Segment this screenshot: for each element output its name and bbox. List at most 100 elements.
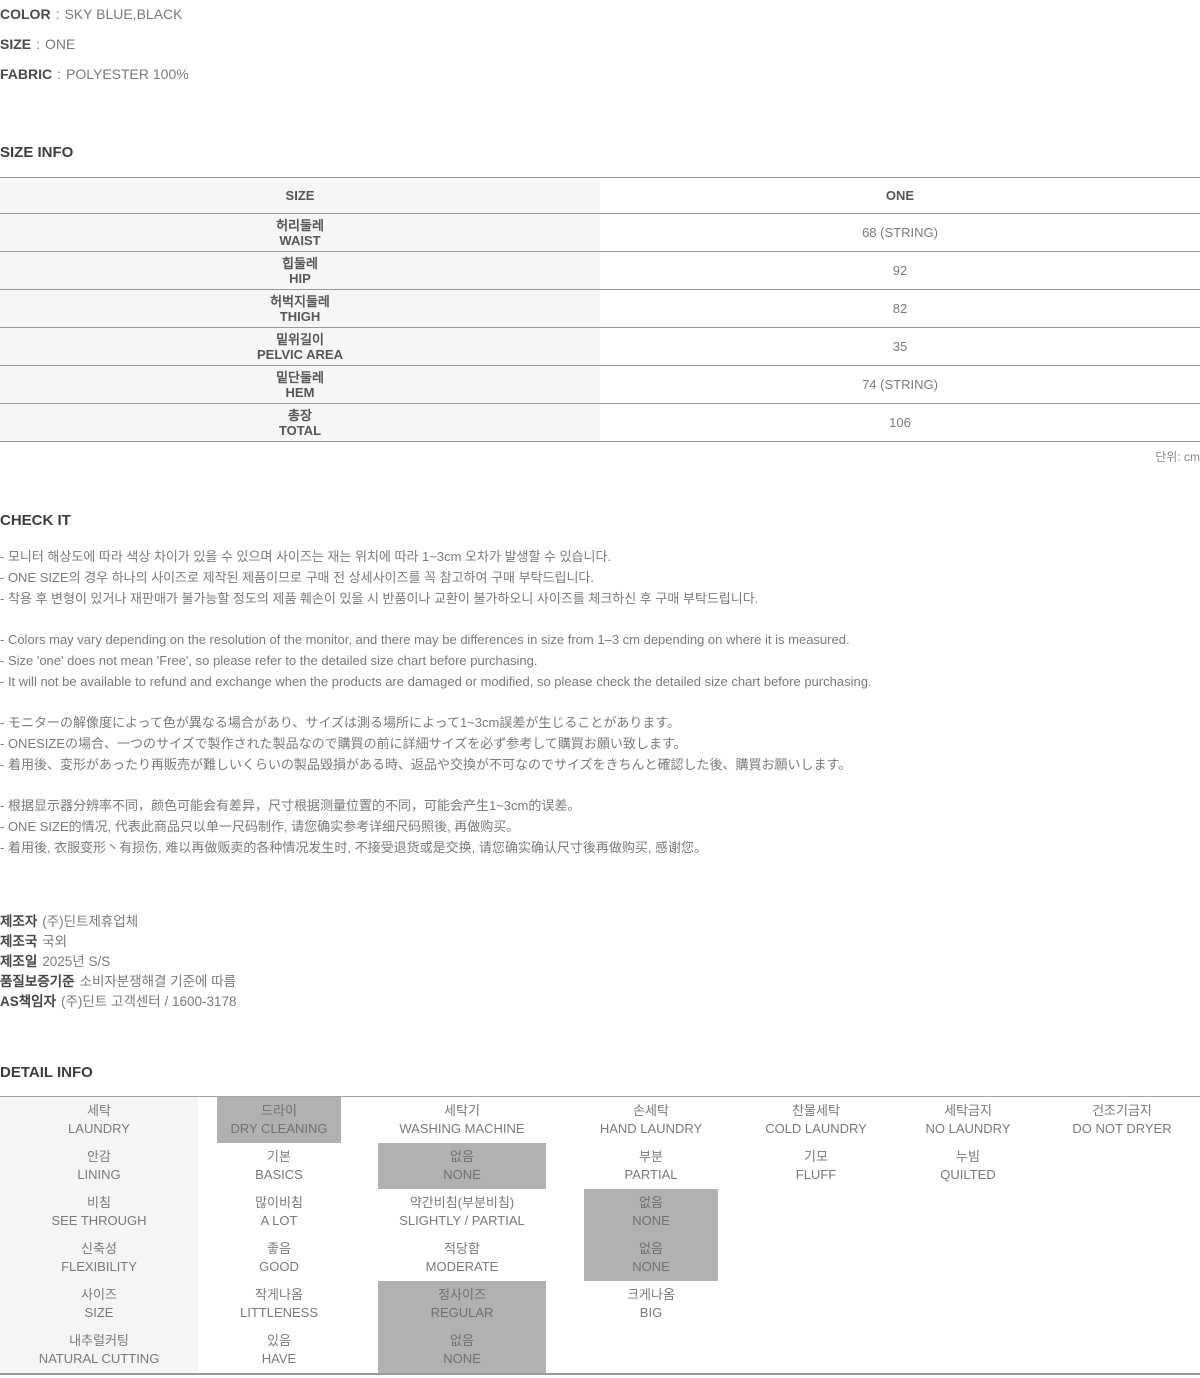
detail-option-korean: 찬물세탁 xyxy=(792,1103,840,1118)
detail-option-korean: 많이비침 xyxy=(255,1195,303,1210)
detail-option-cell: 크게나옴 BIG xyxy=(584,1281,718,1327)
detail-category-english: SIZE xyxy=(84,1305,114,1320)
detail-option-korean: 정사이즈 xyxy=(438,1287,486,1302)
detail-option-cell-selected: 드라이 DRY CLEANING xyxy=(217,1097,341,1143)
measure-name-english: PELVIC AREA xyxy=(257,346,343,362)
size-table-row: 허벅지둘레 THIGH 82 xyxy=(0,290,1200,328)
measure-name-english: HIP xyxy=(289,270,311,286)
unit-note: 단위: cm xyxy=(1155,450,1200,464)
manufacturer-info: 제조자 (주)딘트제휴업체 제조국 국외 제조일 2025년 S/S 품질보증기준 소비자분쟁… xyxy=(0,912,1200,1012)
size-table-measure-cell: 총장 TOTAL xyxy=(0,404,600,441)
manufacturer-label: 제조일 xyxy=(0,954,38,969)
size-table-row: 총장 TOTAL 106 xyxy=(0,404,1200,442)
manufacturer-value: (주)딘트제휴업체 xyxy=(42,914,139,929)
size-table-body: 허리둘레 WAIST 68 (STRING) 힙둘레 HIP 92 허벅지둘레 THIGH 82… xyxy=(0,214,1200,442)
detail-option-cell: 누빔 QUILTED xyxy=(902,1143,1034,1189)
detail-option-english: WASHING MACHINE xyxy=(399,1121,525,1136)
detail-category-korean: 사이즈 xyxy=(81,1287,117,1302)
detail-category-korean: 내추럴커팅 xyxy=(69,1333,129,1348)
product-summary-separator: : xyxy=(36,36,41,52)
check-paragraph-zh: - 根据显示器分辨率不同，颜色可能会有差异，尺寸根据测量位置的不同，可能会产生1… xyxy=(0,795,1200,858)
check-line: - Colors may vary depending on the resol… xyxy=(0,632,850,647)
measure-name-english: HEM xyxy=(285,384,315,400)
size-table-row: 허리둘레 WAIST 68 (STRING) xyxy=(0,214,1200,252)
detail-grid-row: 신축성 FLEXIBILITY 좋음 GOOD 적당함 MODERATE 없음 NONE xyxy=(0,1235,1200,1281)
manufacturer-value: (주)딘트 고객센터 / 1600-3178 xyxy=(61,994,237,1009)
product-summary-row: FABRIC: POLYESTER 100% xyxy=(0,65,1200,83)
size-table-row: 밑위길이 PELVIC AREA 35 xyxy=(0,328,1200,366)
detail-option-korean: 누빔 xyxy=(956,1149,980,1164)
detail-option-korean: 손세탁 xyxy=(633,1103,669,1118)
check-line: - ONE SIZE的情况, 代表此商品只以单一尺码制作, 请您确实参考详细尺码… xyxy=(0,819,520,834)
manufacturer-value: 소비자분쟁해결 기준에 따름 xyxy=(79,974,237,989)
check-line: - 착용 후 변형이 있거나 재판매가 불가능할 정도의 제품 훼손이 있을 시… xyxy=(0,591,759,606)
detail-option-cell-selected: 정사이즈 REGULAR xyxy=(378,1281,546,1327)
detail-option-english: HAVE xyxy=(261,1351,297,1366)
detail-option-korean: 없음 xyxy=(450,1333,474,1348)
detail-category-english: FLEXIBILITY xyxy=(61,1259,137,1274)
detail-option-korean: 기본 xyxy=(267,1149,291,1164)
size-table-measure-cell: 힙둘레 HIP xyxy=(0,252,600,289)
detail-option-english: NONE xyxy=(443,1351,481,1366)
detail-option-cell: 기본 BASICS xyxy=(217,1143,341,1189)
check-line: - ONE SIZE의 경우 하나의 사이즈로 제작된 제품이므로 구매 전 상… xyxy=(0,570,594,585)
detail-grid-row: 사이즈 SIZE 작게나옴 LITTLENESS 정사이즈 REGULAR 크게나옴 BIG xyxy=(0,1281,1200,1327)
size-table-measure-cell: 밑단둘레 HEM xyxy=(0,366,600,403)
measure-name-korean: 밑단둘레 xyxy=(276,369,324,385)
detail-option-cell: 있음 HAVE xyxy=(217,1327,341,1373)
detail-option-cell: 건조기금지 DO NOT DRYER xyxy=(1056,1097,1188,1143)
product-summary-value: SKY BLUE,BLACK xyxy=(64,6,183,22)
product-summary-separator: : xyxy=(57,66,62,82)
check-line: - Size 'one' does not mean 'Free', so pl… xyxy=(0,653,538,668)
manufacturer-label: 품질보증기준 xyxy=(0,974,75,989)
detail-category-korean: 신축성 xyxy=(81,1241,117,1256)
detail-option-cell: 찬물세탁 COLD LAUNDRY xyxy=(750,1097,882,1143)
detail-option-english: GOOD xyxy=(259,1259,299,1274)
detail-option-korean: 건조기금지 xyxy=(1092,1103,1152,1118)
product-summary-row: COLOR: SKY BLUE,BLACK xyxy=(0,5,1200,23)
detail-category-korean: 세탁 xyxy=(87,1103,111,1118)
size-table-measure-cell: 허벅지둘레 THIGH xyxy=(0,290,600,327)
product-summary-value: POLYESTER 100% xyxy=(66,66,189,82)
detail-option-cell-selected: 없음 NONE xyxy=(378,1327,546,1373)
detail-option-korean: 세탁기 xyxy=(444,1103,480,1118)
manufacturer-row: 제조일 2025년 S/S xyxy=(0,952,1200,972)
detail-option-cell-selected: 없음 NONE xyxy=(378,1143,546,1189)
size-table-row: 힙둘레 HIP 92 xyxy=(0,252,1200,290)
detail-option-english: LITTLENESS xyxy=(239,1305,319,1320)
measure-name-english: THIGH xyxy=(279,308,321,324)
detail-option-korean: 좋음 xyxy=(267,1241,291,1256)
check-paragraph-ko: - 모니터 해상도에 따라 색상 차이가 있을 수 있으며 사이즈는 재는 위치… xyxy=(0,546,1200,609)
size-table-row: 밑단둘레 HEM 74 (STRING) xyxy=(0,366,1200,404)
measure-name-korean: 힙둘레 xyxy=(282,255,318,271)
measure-name-korean: 허리둘레 xyxy=(276,217,324,233)
size-info-table: SIZE ONE 허리둘레 WAIST 68 (STRING) 힙둘레 HIP 92 허벅지… xyxy=(0,177,1200,442)
detail-option-english: PARTIAL xyxy=(624,1167,678,1182)
size-table-header-label-cell: SIZE xyxy=(0,178,600,213)
detail-category-korean: 안감 xyxy=(87,1149,111,1164)
detail-info-grid: 세탁 LAUNDRY 드라이 DRY CLEANING 세탁기 WASHING MACHI… xyxy=(0,1096,1200,1375)
manufacturer-value: 국외 xyxy=(42,934,68,949)
detail-grid-row: 안감 LINING 기본 BASICS 없음 NONE 부분 PARTIAL 기모 FLUFF 누빔… xyxy=(0,1143,1200,1189)
detail-category-cell: 세탁 LAUNDRY xyxy=(0,1097,198,1143)
detail-option-korean: 적당함 xyxy=(444,1241,480,1256)
detail-category-english: NATURAL CUTTING xyxy=(38,1351,160,1366)
detail-option-english: COLD LAUNDRY xyxy=(765,1121,867,1136)
detail-option-english: NONE xyxy=(443,1167,481,1182)
detail-option-cell: 손세탁 HAND LAUNDRY xyxy=(584,1097,718,1143)
size-table-header-label: SIZE xyxy=(285,188,315,203)
detail-option-english: NO LAUNDRY xyxy=(925,1121,1011,1136)
detail-category-cell: 비침 SEE THROUGH xyxy=(0,1189,198,1235)
measure-name-korean: 총장 xyxy=(288,407,312,423)
detail-category-cell: 안감 LINING xyxy=(0,1143,198,1189)
check-line: - It will not be available to refund and… xyxy=(0,674,872,689)
product-summary-row: SIZE: ONE xyxy=(0,35,1200,53)
check-line: - 着用後, 衣服变形丶有损伤, 难以再做贩卖的各种情况发生时, 不接受退货或是… xyxy=(0,840,708,855)
detail-grid-row: 세탁 LAUNDRY 드라이 DRY CLEANING 세탁기 WASHING MACHI… xyxy=(0,1097,1200,1143)
detail-grid-rows: 세탁 LAUNDRY 드라이 DRY CLEANING 세탁기 WASHING MACHI… xyxy=(0,1097,1200,1373)
measure-name-korean: 밑위길이 xyxy=(276,331,324,347)
measure-name-english: WAIST xyxy=(279,232,321,248)
detail-option-english: NONE xyxy=(632,1213,670,1228)
size-table-measure-cell: 허리둘레 WAIST xyxy=(0,214,600,251)
